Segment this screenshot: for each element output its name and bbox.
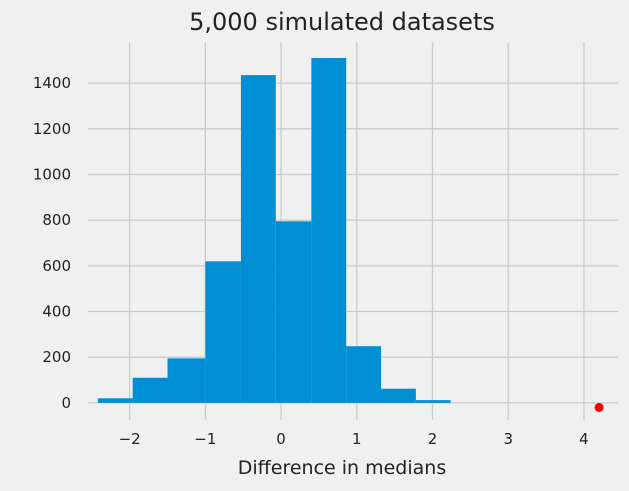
y-tick-label: 1000: [33, 165, 71, 183]
histogram-bar: [205, 261, 241, 403]
x-tick-label: 3: [503, 430, 513, 448]
histogram-bar: [381, 388, 416, 403]
x-tick-label: 2: [428, 430, 438, 448]
histogram-bar: [415, 400, 451, 403]
tick-labels: −2 −1 0 1 2 3 4 0 200 400 600 800 1000 1200 1400: [33, 74, 589, 448]
histogram-bar: [346, 346, 382, 403]
observed-value-point: [594, 402, 604, 412]
histogram-bar: [311, 57, 347, 403]
histogram-bar: [167, 358, 206, 403]
observed-marker-layer: [594, 402, 604, 412]
histogram-bars: [97, 57, 451, 403]
y-tick-label: 400: [42, 303, 71, 321]
histogram-bar: [240, 75, 276, 403]
x-tick-label: −2: [119, 430, 141, 448]
y-tick-label: 1200: [33, 120, 71, 138]
y-tick-label: 1400: [33, 74, 71, 92]
y-tick-label: 800: [42, 211, 71, 229]
x-tick-label: 4: [579, 430, 589, 448]
x-axis-label: Difference in medians: [238, 457, 446, 479]
y-tick-label: 600: [42, 257, 71, 275]
y-tick-label: 200: [42, 348, 71, 366]
histogram-bar: [132, 377, 168, 403]
histogram-bar: [97, 398, 133, 403]
x-tick-label: 1: [352, 430, 362, 448]
chart-title: 5,000 simulated datasets: [189, 8, 495, 36]
y-tick-label: 0: [61, 394, 71, 412]
histogram-bar: [275, 221, 312, 403]
x-tick-label: 0: [276, 430, 286, 448]
x-tick-label: −1: [194, 430, 216, 448]
